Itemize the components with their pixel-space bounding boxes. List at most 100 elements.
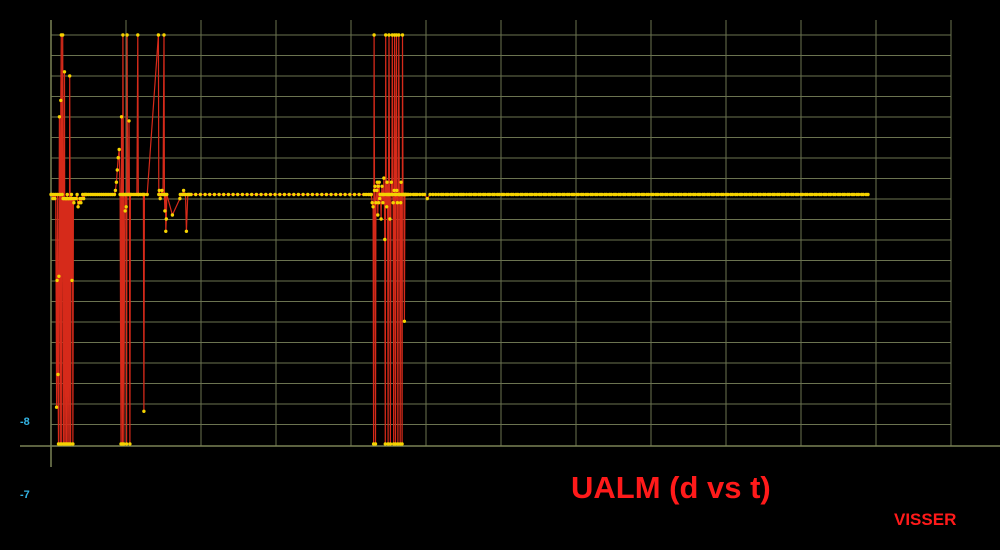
data-point <box>642 192 646 197</box>
data-point <box>852 192 856 197</box>
axes <box>20 20 1000 467</box>
data-point <box>548 192 553 197</box>
data-point <box>324 192 329 197</box>
data-point <box>418 192 422 197</box>
data-point <box>379 217 383 221</box>
data-point <box>525 192 529 197</box>
data-point <box>838 192 842 197</box>
data-point <box>474 192 478 197</box>
data-point <box>431 192 435 197</box>
data-point <box>79 201 83 205</box>
data-point <box>121 33 125 37</box>
data-point <box>428 192 432 197</box>
data-point <box>488 192 492 197</box>
data-point <box>702 192 707 197</box>
data-point <box>310 192 315 197</box>
data-point <box>116 156 120 160</box>
data-point <box>377 180 381 184</box>
data-point <box>572 192 576 197</box>
data-point <box>768 192 772 197</box>
data-point <box>231 192 235 197</box>
data-point <box>688 192 693 197</box>
data-point <box>800 192 805 197</box>
data-point <box>600 192 604 197</box>
data-point <box>124 442 129 446</box>
data-point <box>156 33 161 37</box>
data-point <box>371 205 375 209</box>
data-point <box>796 192 800 197</box>
data-point <box>384 33 388 37</box>
data-point <box>226 192 231 197</box>
data-point <box>814 192 819 197</box>
data-point <box>618 192 623 197</box>
data-point <box>157 192 161 197</box>
data-point <box>786 192 791 197</box>
data-point <box>157 188 161 193</box>
data-point <box>158 196 162 201</box>
data-point <box>674 192 679 197</box>
data-point <box>329 192 333 197</box>
data-point <box>115 168 120 172</box>
data-point <box>292 192 296 197</box>
data-point <box>530 192 534 197</box>
data-point <box>123 209 127 213</box>
data-point <box>142 192 147 197</box>
data-point <box>57 274 61 278</box>
data-point <box>178 196 182 201</box>
data-point <box>320 192 324 197</box>
data-point <box>163 209 167 213</box>
data-point <box>117 147 121 152</box>
data-point <box>301 192 305 197</box>
data-point <box>160 188 164 193</box>
data-point <box>478 192 483 197</box>
data-point <box>164 229 168 233</box>
data-point <box>55 278 59 283</box>
data-point <box>843 192 847 197</box>
data-point <box>287 192 291 197</box>
data-point <box>236 192 240 197</box>
data-point <box>415 192 419 197</box>
y-tick-label: -8 <box>20 416 30 428</box>
data-point <box>203 192 207 197</box>
data-point <box>136 33 140 37</box>
data-point <box>866 192 870 197</box>
data-point <box>338 192 343 197</box>
data-point <box>805 192 809 197</box>
data-point <box>425 196 429 201</box>
data-point <box>75 192 79 197</box>
data-point <box>455 192 459 197</box>
data-point <box>145 192 149 197</box>
data-point <box>119 115 124 119</box>
data-point <box>399 201 403 205</box>
data-point <box>497 192 501 197</box>
data-point <box>372 188 377 193</box>
data-point <box>383 442 387 446</box>
data-point <box>278 192 282 197</box>
data-point <box>623 192 627 197</box>
data-point <box>53 196 57 201</box>
data-point <box>112 192 117 197</box>
data-point <box>520 192 525 197</box>
data-point <box>128 442 132 446</box>
data-point <box>385 180 389 184</box>
data-point <box>222 192 226 197</box>
data-point <box>70 278 74 283</box>
data-point <box>76 205 80 209</box>
data-point <box>506 192 511 197</box>
data-point <box>217 192 221 197</box>
data-point <box>707 192 711 197</box>
data-point <box>402 319 407 323</box>
data-point <box>637 192 641 197</box>
y-tick-label: -7 <box>20 489 30 501</box>
data-point <box>833 192 837 197</box>
data-point <box>730 192 735 197</box>
data-point <box>381 201 385 205</box>
data-point <box>441 192 445 197</box>
data-point <box>343 192 347 197</box>
data-point <box>492 192 497 197</box>
data-point <box>376 213 380 217</box>
data-point <box>375 188 379 193</box>
data-point <box>567 192 571 197</box>
data-point <box>469 192 473 197</box>
data-point <box>380 184 384 188</box>
